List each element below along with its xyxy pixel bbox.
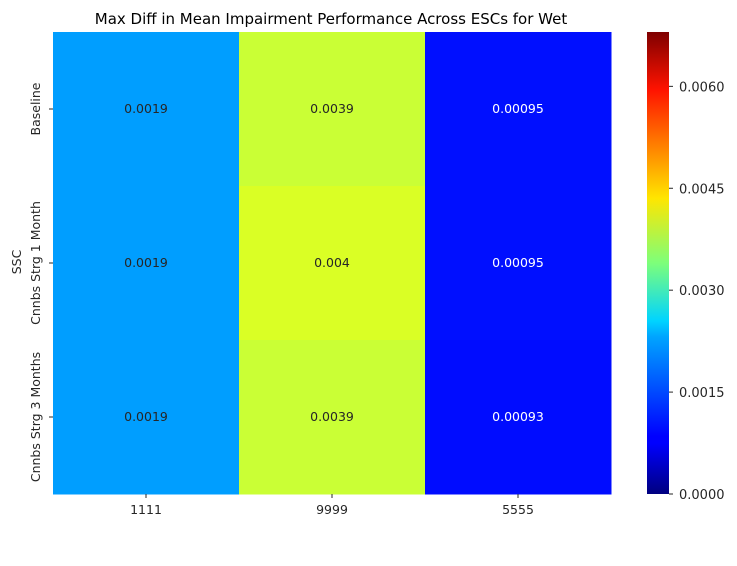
colorbar: 0.0000 0.0015 0.0030 0.0045 0.0060	[647, 32, 725, 503]
cell-value-label: 0.0019	[124, 101, 168, 116]
cell-value-label: 0.0039	[310, 101, 354, 116]
y-tick-label: Cnnbs Strg 3 Months	[28, 352, 43, 482]
heatmap-cell	[53, 186, 240, 341]
cell-value-label: 0.00095	[492, 101, 544, 116]
y-axis: Baseline Cnnbs Strg 1 Month Cnnbs Strg 3 M…	[28, 82, 53, 482]
cell-value-label: 0.0019	[124, 409, 168, 424]
colorbar-tick-label: 0.0045	[679, 182, 725, 197]
colorbar-gradient	[647, 32, 669, 494]
heatmap-cell	[239, 340, 426, 495]
cell-value-label: 0.0019	[124, 255, 168, 270]
x-tick-label: 1111	[130, 502, 162, 517]
heatmap-cells	[53, 32, 612, 495]
chart-title: Max Diff in Mean Impairment Performance …	[95, 10, 568, 28]
y-tick-label: Cnnbs Strg 1 Month	[28, 201, 43, 325]
colorbar-tick-label: 0.0060	[679, 80, 725, 95]
cell-value-label: 0.004	[314, 255, 350, 270]
heatmap-cell	[53, 32, 240, 187]
heatmap-cell	[425, 32, 612, 187]
colorbar-tick-label: 0.0015	[679, 386, 725, 401]
x-tick-label: 5555	[502, 502, 534, 517]
cell-value-label: 0.0039	[310, 409, 354, 424]
heatmap-cell	[239, 32, 426, 187]
heatmap-cell-labels: 0.0019 0.0039 0.00095 0.0019 0.004 0.00095 0.0…	[124, 101, 544, 424]
x-tick-label: 9999	[316, 502, 348, 517]
y-axis-label: SSC	[9, 249, 24, 274]
colorbar-ticks: 0.0000 0.0015 0.0030 0.0045 0.0060	[669, 80, 725, 503]
cell-value-label: 0.00095	[492, 255, 544, 270]
y-tick-label: Baseline	[28, 82, 43, 135]
heatmap-cell	[425, 186, 612, 341]
heatmap-cell	[425, 340, 612, 495]
colorbar-tick-label: 0.0030	[679, 284, 725, 299]
x-axis: 1111 9999 5555	[130, 494, 534, 517]
heatmap-cell	[239, 186, 426, 341]
cell-value-label: 0.00093	[492, 409, 544, 424]
colorbar-tick-label: 0.0000	[679, 488, 725, 503]
heatmap-cell	[53, 340, 240, 495]
